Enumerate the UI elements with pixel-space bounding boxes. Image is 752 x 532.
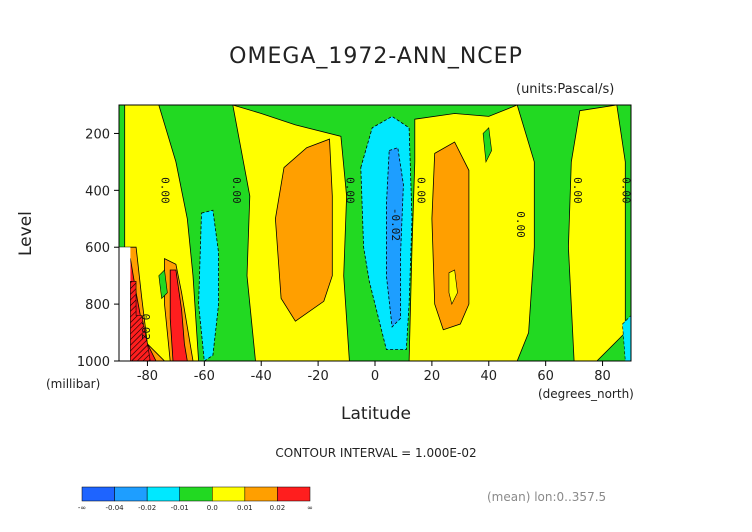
x-axis-label: Latitude xyxy=(341,404,411,424)
contour-region-12 xyxy=(169,269,188,361)
colorbar-label: -0.01 xyxy=(171,504,189,512)
x-axis-units: (degrees_north) xyxy=(538,387,634,401)
contour-label: 0.00 xyxy=(514,211,527,238)
missing-data-region xyxy=(119,247,131,361)
contour-label: 0.00 xyxy=(344,177,357,204)
contour-region-edge xyxy=(622,315,631,361)
colorbar-swatch xyxy=(244,486,278,502)
colorbar-swatch xyxy=(114,486,148,502)
x-tick-label: -80 xyxy=(137,369,158,384)
contour-region-spot xyxy=(448,269,458,305)
contour-label: -0.02 xyxy=(389,208,402,241)
contour-region-10 xyxy=(385,147,404,328)
y-axis-label: Level xyxy=(16,211,36,256)
y-tick-label: 600 xyxy=(85,241,110,256)
y-tick-label: 400 xyxy=(85,184,110,199)
x-tick-label: 20 xyxy=(424,369,441,384)
colorbar-label: 0.02 xyxy=(270,504,286,512)
x-tick-label: -60 xyxy=(194,369,215,384)
contour-label: 0.00 xyxy=(159,177,172,204)
y-tick-label: 200 xyxy=(85,127,110,142)
colorbar-label: 0.0 xyxy=(207,504,218,512)
colorbar-label: -0.04 xyxy=(106,504,125,512)
plot-area: 0.00 0.00 0.00 0.00 -0.02 0.00 0.00 0.00 0.02 xyxy=(119,105,632,361)
x-tick-label: 60 xyxy=(537,369,554,384)
contour-label: 0.00 xyxy=(571,177,584,204)
colorbar-label: -0.02 xyxy=(138,504,156,512)
contour-label: 0.02 xyxy=(139,314,152,341)
y-tick-label: 800 xyxy=(85,298,110,313)
colorbar-swatch xyxy=(277,486,311,502)
colorbar-label: ∞ xyxy=(307,504,313,512)
colorbar-swatch xyxy=(179,486,213,502)
x-tick-label: -20 xyxy=(307,369,328,384)
contour-interval-text: CONTOUR INTERVAL = 1.000E-02 xyxy=(275,446,477,460)
contour-region-3 xyxy=(567,105,626,361)
colorbar-swatch xyxy=(146,486,180,502)
contour-region-8 xyxy=(198,209,220,361)
chart-title: OMEGA_1972-ANN_NCEP xyxy=(229,44,523,69)
colorbar-swatch xyxy=(212,486,246,502)
x-tick-label: 0 xyxy=(371,369,379,384)
units-label: (units:Pascal/s) xyxy=(516,82,615,97)
contour-region-spot xyxy=(158,269,168,300)
x-tick-label: 80 xyxy=(594,369,611,384)
contour-region-5 xyxy=(431,141,470,331)
y-axis-units: (millibar) xyxy=(46,377,101,391)
footer-mean-text: (mean) lon:0..357.5 xyxy=(487,490,607,504)
contour-label: 0.00 xyxy=(619,177,632,204)
colorbar-swatch xyxy=(81,486,115,502)
contour-region-4 xyxy=(274,138,333,322)
colorbar-label: -∞ xyxy=(78,504,86,512)
x-tick-label: 40 xyxy=(481,369,498,384)
contour-label: 0.00 xyxy=(415,177,428,204)
hatched-region xyxy=(130,281,151,361)
contour-label: 0.00 xyxy=(230,177,243,204)
y-tick-label: 1000 xyxy=(77,355,110,370)
contour-region-spot xyxy=(482,127,492,163)
x-tick-label: -40 xyxy=(251,369,272,384)
colorbar-label: 0.01 xyxy=(237,504,253,512)
